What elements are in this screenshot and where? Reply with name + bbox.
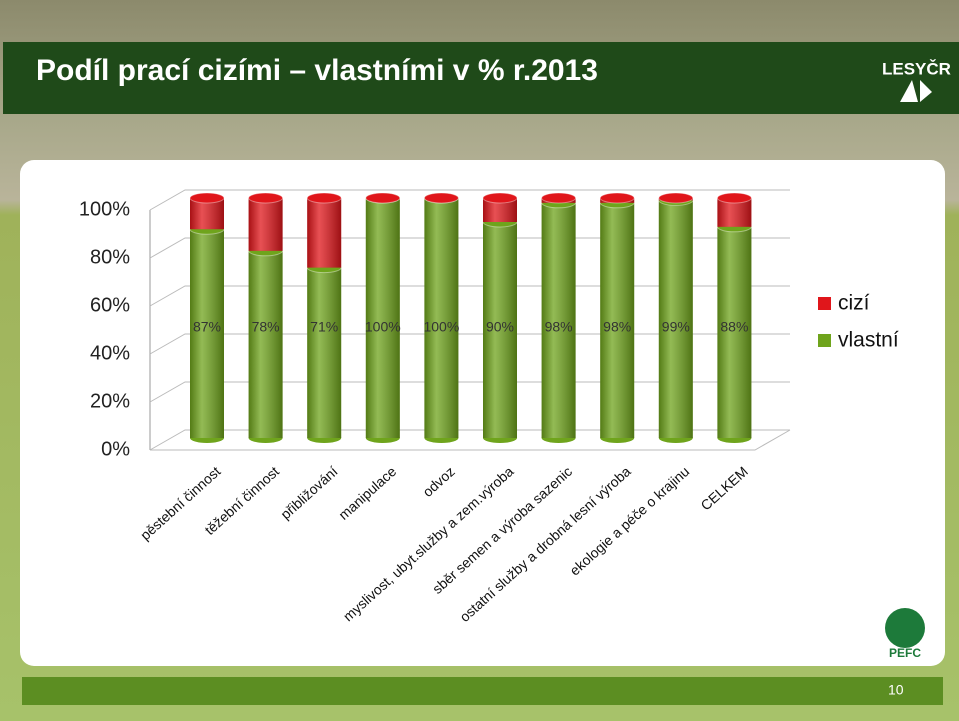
bar-top <box>306 192 342 204</box>
bar-shade <box>424 198 459 438</box>
bar-shade <box>541 202 576 438</box>
value-label: 90% <box>486 319 514 335</box>
slide-title: Podíl prací cizími – vlastními v % r.201… <box>36 54 598 87</box>
value-label: 98% <box>545 319 573 335</box>
legend-label: cizí <box>838 292 870 315</box>
legend-swatch <box>818 297 831 310</box>
grid-line <box>149 285 790 307</box>
legend-label: vlastní <box>838 329 899 352</box>
floor <box>150 429 791 451</box>
footer-bar <box>22 677 943 705</box>
y-tick-label: 60% <box>90 294 130 316</box>
value-label: 71% <box>310 319 338 335</box>
grid-line <box>149 189 790 211</box>
bar-shade <box>190 229 224 438</box>
grid-line <box>149 237 790 259</box>
value-label: 99% <box>662 319 690 335</box>
pefc-label: PEFC <box>889 646 921 660</box>
bar-top <box>716 192 752 204</box>
bar-top <box>189 192 225 204</box>
bar-shade <box>190 198 224 230</box>
grid-line <box>149 381 790 403</box>
bar-shade <box>600 202 635 438</box>
logo-mark <box>900 80 932 102</box>
pefc-icon <box>885 608 925 648</box>
bar-shade <box>483 222 517 438</box>
y-tick-label: 100% <box>79 198 130 220</box>
y-tick-label: 40% <box>90 342 130 364</box>
bar-top <box>423 192 459 204</box>
legend-swatch <box>818 334 831 347</box>
grid-line <box>149 429 790 451</box>
value-label: 87% <box>193 319 221 335</box>
bar-shade <box>717 226 752 438</box>
bar-shade <box>658 200 693 438</box>
bar-top <box>541 192 577 204</box>
value-label: 98% <box>603 319 631 335</box>
page-number: 10 <box>888 682 904 698</box>
bar-top <box>248 192 284 204</box>
bar-shade <box>248 250 283 438</box>
y-tick-label: 20% <box>90 390 130 412</box>
bar-shade <box>307 267 342 438</box>
bar-shade <box>365 198 400 438</box>
grid-line <box>149 333 790 355</box>
logo: LESYČR <box>882 59 951 78</box>
bar-top <box>599 192 635 204</box>
bar-top <box>482 192 518 204</box>
value-label: 88% <box>720 319 748 335</box>
value-label: 100% <box>423 319 459 335</box>
value-label: 100% <box>365 319 401 335</box>
bar-top <box>365 192 401 204</box>
value-label: 78% <box>252 319 280 335</box>
bar-top <box>658 192 694 204</box>
bar-shade <box>307 198 342 268</box>
title-bar <box>3 42 959 114</box>
bar-shade <box>248 198 283 251</box>
y-tick-label: 0% <box>101 438 130 460</box>
y-tick-label: 80% <box>90 246 130 268</box>
